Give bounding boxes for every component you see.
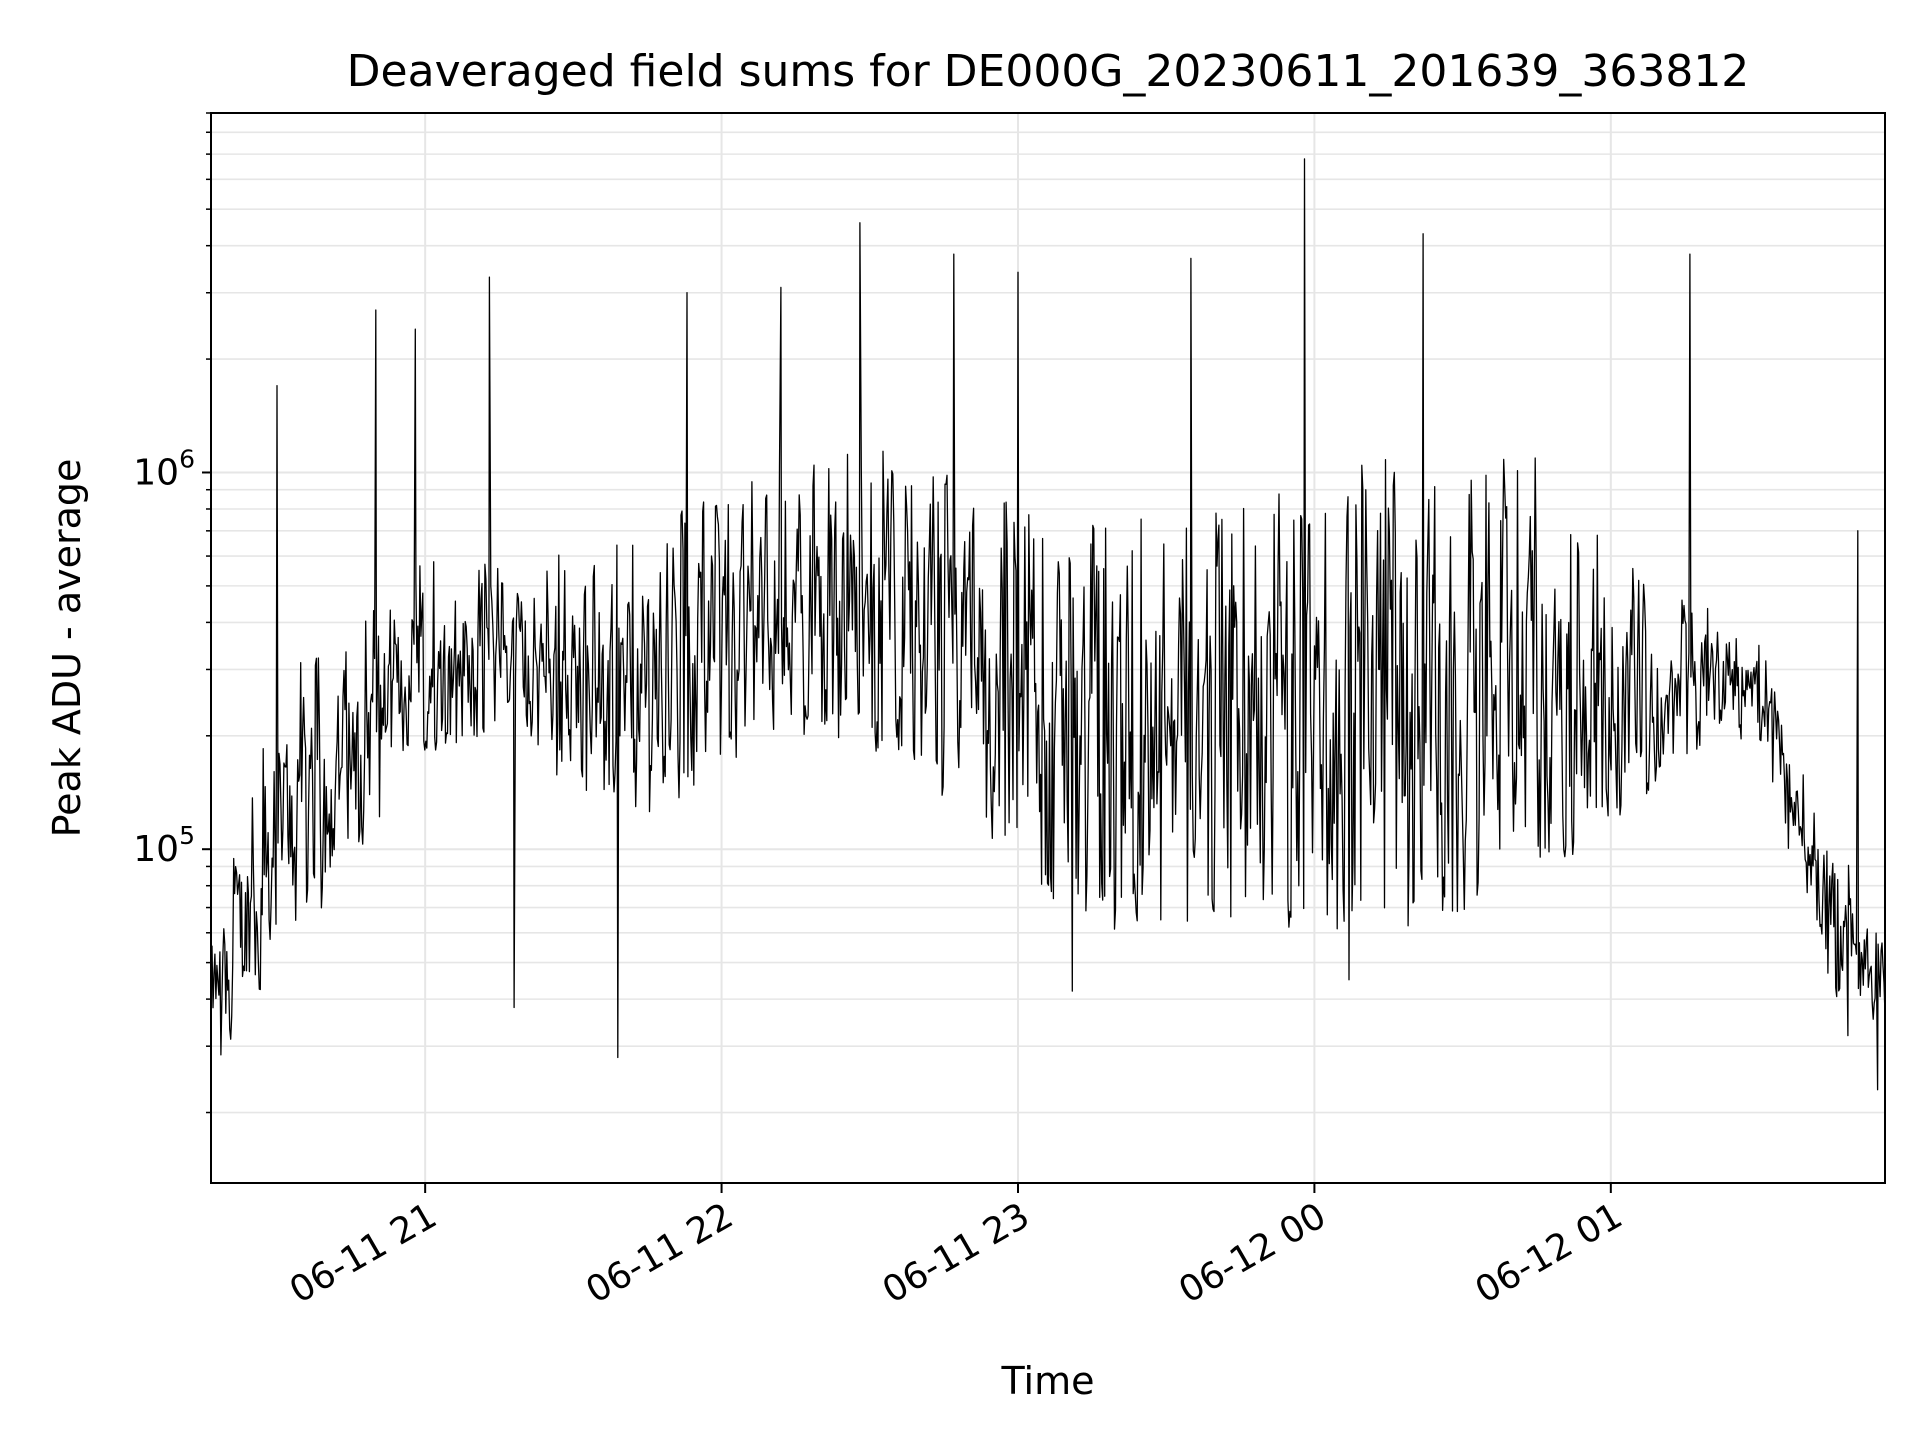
series-line — [211, 158, 1885, 1091]
y-tick-base: 10 — [133, 452, 179, 493]
x-axis-label: Time — [1001, 1359, 1095, 1403]
y-tick-base: 10 — [133, 829, 179, 870]
y-tick-label: 105 — [133, 821, 195, 870]
plot-area — [211, 158, 1885, 1091]
y-tick-exponent: 6 — [179, 444, 195, 473]
y-tick-label: 106 — [133, 444, 195, 493]
chart-title: Deaveraged field sums for DE000G_2023061… — [347, 46, 1750, 97]
y-axis-label: Peak ADU - average — [45, 459, 89, 838]
axes-frame — [210, 112, 1886, 1184]
y-tick-exponent: 5 — [179, 821, 195, 850]
